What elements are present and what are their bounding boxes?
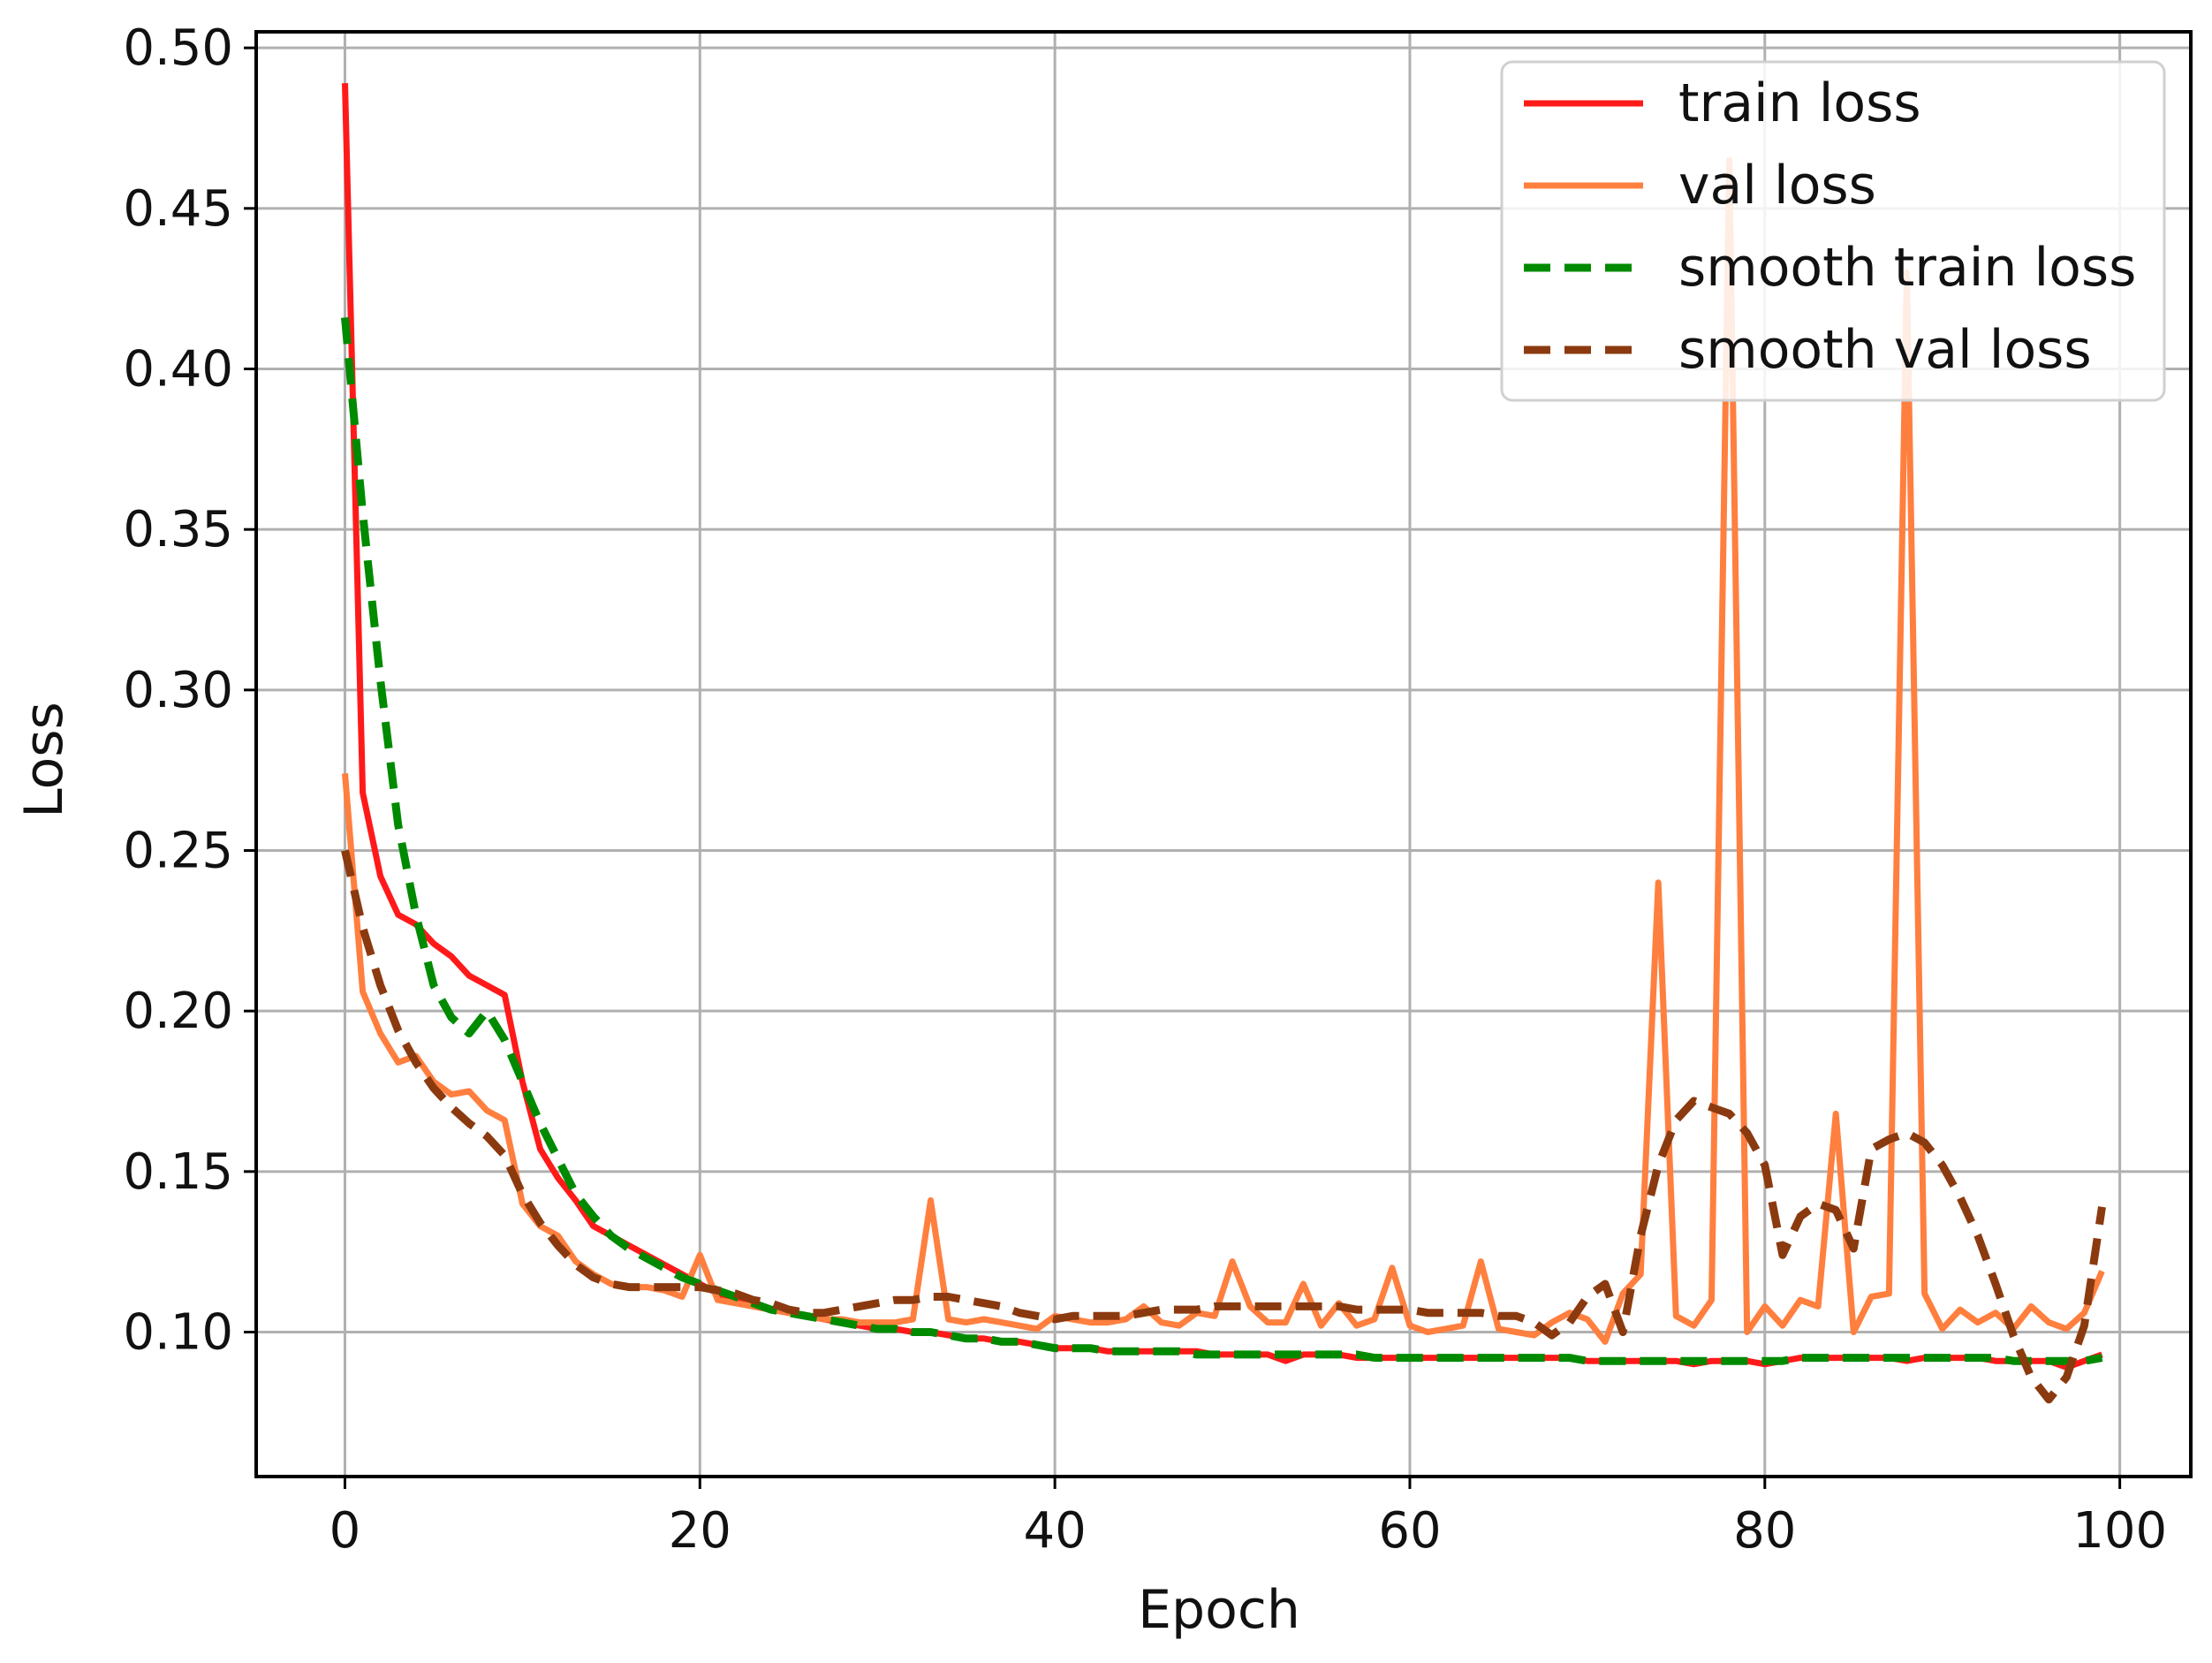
y-axis-title: Loss xyxy=(13,702,75,818)
legend-label-train-loss: train loss xyxy=(1678,72,1921,134)
x-tick-label: 20 xyxy=(669,1502,731,1560)
x-tick-label: 80 xyxy=(1733,1502,1796,1560)
x-tick-label: 0 xyxy=(330,1502,361,1560)
grid-lines xyxy=(256,32,2191,1477)
y-tick-label: 0.30 xyxy=(123,662,233,719)
legend-label-smooth-train-loss: smooth train loss xyxy=(1678,237,2136,299)
x-axis-ticks: 0 20 40 60 80 100 xyxy=(330,1477,2167,1560)
series-line-smooth-val-loss xyxy=(341,849,2106,1404)
x-axis-title: Epoch xyxy=(1138,1579,1300,1641)
y-axis-ticks: 0.10 0.15 0.20 0.25 0.30 0.35 0.40 0.45 0.50 xyxy=(123,19,256,1362)
x-tick-label: 40 xyxy=(1023,1502,1086,1560)
plot-series xyxy=(341,83,2106,1404)
plot-frame xyxy=(254,30,2193,1478)
y-tick-label: 0.50 xyxy=(123,19,233,77)
legend-box xyxy=(1500,60,2166,402)
legend: train loss val loss smooth train loss smoot… xyxy=(1500,60,2166,402)
y-tick-label: 0.45 xyxy=(123,180,233,238)
x-tick-label: 60 xyxy=(1378,1502,1441,1560)
y-tick-label: 0.35 xyxy=(123,501,233,558)
series-line-smooth-train-loss xyxy=(341,316,2103,1365)
legend-label-smooth-val-loss: smooth val loss xyxy=(1678,319,2092,381)
y-tick-label: 0.40 xyxy=(123,341,233,399)
legend-label-val-loss: val loss xyxy=(1678,155,1876,216)
y-tick-label: 0.20 xyxy=(123,983,233,1040)
y-tick-label: 0.25 xyxy=(123,823,233,880)
y-tick-label: 0.10 xyxy=(123,1304,233,1362)
y-tick-label: 0.15 xyxy=(123,1143,233,1201)
x-tick-label: 100 xyxy=(2072,1502,2167,1560)
